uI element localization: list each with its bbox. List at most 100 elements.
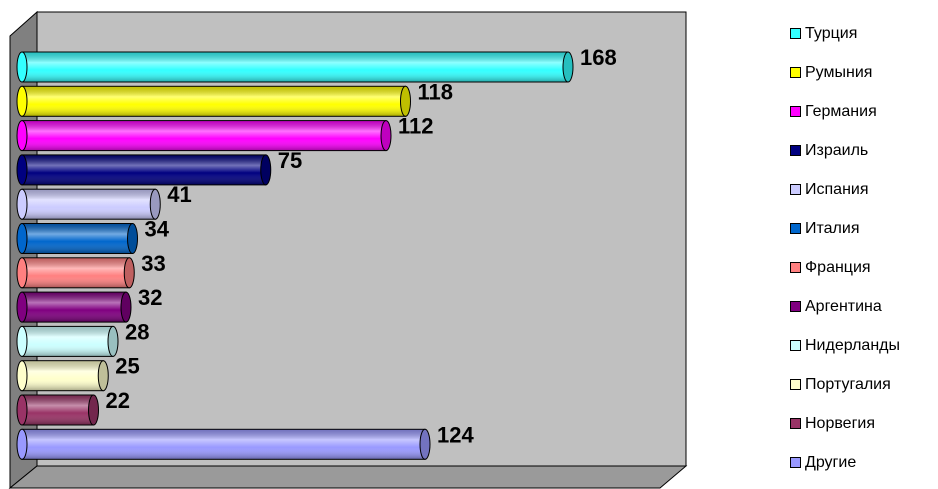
bar-3 — [16, 120, 392, 152]
legend-item-11: Норвегия — [790, 404, 936, 443]
legend-swatch-3 — [790, 106, 801, 117]
bar-8 — [16, 291, 132, 323]
legend-swatch-12 — [790, 457, 801, 468]
bar-cap-end-8 — [120, 291, 132, 323]
value-label-2: 118 — [418, 79, 454, 104]
bar-shade-1 — [22, 52, 568, 82]
bar-11 — [16, 394, 99, 426]
legend-label-2: Румыния — [805, 63, 873, 81]
value-label-7: 33 — [141, 251, 165, 276]
bar-shade-5 — [22, 189, 156, 220]
legend-label-3: Германия — [805, 102, 877, 120]
legend-item-2: Румыния — [790, 53, 936, 92]
bar-12 — [16, 428, 431, 460]
legend-item-3: Германия — [790, 92, 936, 131]
bar-shade-6 — [22, 223, 133, 254]
bar-9 — [16, 325, 119, 357]
bar-cap-start-4 — [16, 154, 28, 186]
bar-cap-end-5 — [149, 188, 161, 220]
bar-cap-start-1 — [16, 51, 28, 83]
legend-label-7: Франция — [805, 258, 871, 276]
legend-swatch-10 — [790, 379, 801, 390]
bar-cap-end-1 — [562, 51, 574, 83]
bar-cap-end-11 — [88, 394, 99, 426]
bar-7 — [16, 257, 135, 289]
bar-cap-end-12 — [419, 428, 431, 460]
bar-shade-7 — [22, 257, 130, 288]
legend-item-5: Испания — [790, 170, 936, 209]
legend-label-1: Турция — [805, 24, 858, 42]
legend-label-10: Португалия — [805, 375, 891, 393]
legend-label-6: Италия — [805, 219, 860, 237]
bar-2 — [16, 85, 411, 117]
legend-swatch-6 — [790, 223, 801, 234]
bar-cap-end-6 — [127, 223, 138, 254]
legend-swatch-8 — [790, 301, 801, 312]
bar-cap-end-2 — [400, 85, 411, 117]
value-label-3: 112 — [398, 114, 434, 139]
value-label-8: 32 — [138, 285, 162, 310]
legend: Турция Румыния Германия Израиль Испания Итали… — [790, 14, 936, 482]
bar-cap-start-6 — [16, 223, 28, 254]
legend-label-4: Израиль — [805, 141, 869, 159]
legend-label-12: Другие — [805, 453, 857, 471]
bar-cap-start-3 — [16, 120, 28, 152]
legend-label-11: Норвегия — [805, 414, 876, 432]
bar-cap-start-8 — [16, 291, 28, 323]
legend-swatch-7 — [790, 262, 801, 273]
legend-label-8: Аргентина — [805, 297, 882, 315]
value-label-10: 25 — [115, 354, 139, 379]
floor — [8, 465, 688, 489]
bar-shade-12 — [22, 429, 425, 460]
bar-cap-start-7 — [16, 257, 28, 289]
bar-shade-8 — [22, 292, 126, 323]
bar-cap-end-3 — [380, 120, 392, 152]
bar-shade-10 — [22, 360, 104, 391]
bars-group — [16, 51, 574, 460]
legend-item-1: Турция — [790, 14, 936, 53]
bar-6 — [16, 223, 138, 254]
chart-area: 168 118 112 75 41 34 33 32 28 25 22 124 — [8, 10, 688, 489]
bar-shade-4 — [22, 154, 266, 185]
legend-item-7: Франция — [790, 248, 936, 287]
legend-item-9: Нидерланды — [790, 326, 936, 365]
bar-shade-9 — [22, 326, 113, 357]
bar-shade-3 — [22, 120, 386, 151]
value-label-1: 168 — [580, 45, 617, 70]
bar-cap-end-7 — [123, 257, 135, 289]
bar-cap-end-10 — [97, 360, 109, 392]
bar-4 — [16, 154, 272, 186]
legend-item-12: Другие — [790, 443, 936, 482]
bar-1 — [16, 51, 574, 83]
legend-item-8: Аргентина — [790, 287, 936, 326]
bar-cap-end-9 — [107, 325, 119, 357]
legend-item-4: Израиль — [790, 131, 936, 170]
legend-item-6: Италия — [790, 209, 936, 248]
legend-item-10: Португалия — [790, 365, 936, 404]
bar-cap-start-11 — [16, 394, 28, 426]
value-label-9: 28 — [125, 319, 149, 344]
bar-cap-end-4 — [260, 154, 272, 186]
bar-cap-start-9 — [16, 325, 28, 357]
bar-cap-start-5 — [16, 188, 28, 220]
bar-cap-start-12 — [16, 428, 28, 460]
legend-swatch-2 — [790, 67, 801, 78]
bar-shade-11 — [22, 395, 94, 425]
value-label-6: 34 — [145, 217, 170, 242]
value-label-11: 22 — [106, 388, 130, 413]
legend-swatch-5 — [790, 184, 801, 195]
bar-10 — [16, 360, 109, 392]
value-label-12: 124 — [437, 422, 474, 447]
bar-cap-start-10 — [16, 360, 28, 392]
bar-5 — [16, 188, 161, 220]
legend-swatch-11 — [790, 418, 801, 429]
bar-shade-2 — [22, 86, 406, 117]
value-label-4: 75 — [278, 148, 302, 173]
legend-label-5: Испания — [805, 180, 869, 198]
legend-swatch-1 — [790, 28, 801, 39]
legend-swatch-4 — [790, 145, 801, 156]
legend-label-9: Нидерланды — [805, 336, 900, 354]
bar-cap-start-2 — [16, 85, 28, 117]
value-label-5: 41 — [167, 182, 191, 207]
legend-swatch-9 — [790, 340, 801, 351]
